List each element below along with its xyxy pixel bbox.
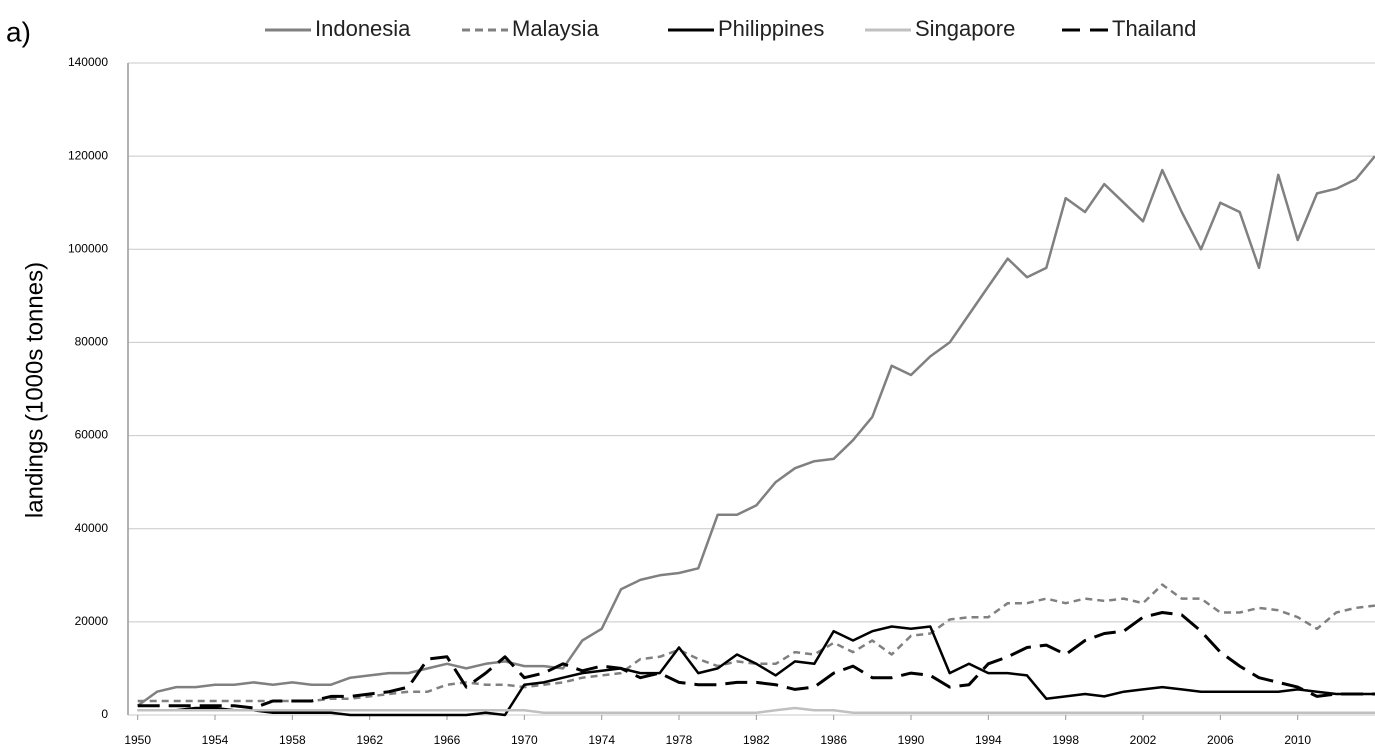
- x-tick-label: 1958: [279, 733, 306, 747]
- x-tick-label: 1970: [511, 733, 538, 747]
- x-tick-label: 2006: [1207, 733, 1234, 747]
- data-line: [137, 583, 1375, 703]
- x-tick-label: 1982: [743, 733, 770, 747]
- x-tick-label: 2010: [1284, 733, 1311, 747]
- data-line: [136, 155, 1375, 707]
- y-tick-label: 40000: [75, 521, 109, 535]
- x-tick-label: 1954: [202, 733, 229, 747]
- data-line: [137, 611, 1375, 710]
- x-tick-label: 1950: [124, 733, 151, 747]
- data-line: [137, 625, 1375, 717]
- y-tick-label: 80000: [75, 335, 109, 349]
- legend-label: Thailand: [1112, 16, 1196, 41]
- x-tick-label: 1962: [356, 733, 383, 747]
- legend-label: Indonesia: [315, 16, 411, 41]
- legend-label: Philippines: [718, 16, 824, 41]
- legend-label: Malaysia: [512, 16, 600, 41]
- x-tick-label: 1994: [975, 733, 1002, 747]
- legend-label: Singapore: [915, 16, 1015, 41]
- x-tick-label: 2002: [1130, 733, 1157, 747]
- panel-label: a): [6, 16, 31, 47]
- x-tick-label: 1998: [1052, 733, 1079, 747]
- x-tick-label: 1974: [588, 733, 615, 747]
- y-tick-label: 60000: [75, 428, 109, 442]
- y-tick-label: 100000: [68, 241, 108, 255]
- x-tick-label: 1978: [666, 733, 693, 747]
- y-tick-label: 120000: [68, 148, 108, 162]
- y-tick-label: 140000: [68, 55, 108, 69]
- y-tick-label: 0: [101, 707, 108, 721]
- y-tick-label: 20000: [75, 614, 109, 628]
- y-axis-label: landings (1000s tonnes): [21, 262, 48, 518]
- x-tick-label: 1966: [434, 733, 461, 747]
- data-line: [137, 706, 1375, 714]
- x-tick-label: 1986: [820, 733, 847, 747]
- x-tick-label: 1990: [898, 733, 925, 747]
